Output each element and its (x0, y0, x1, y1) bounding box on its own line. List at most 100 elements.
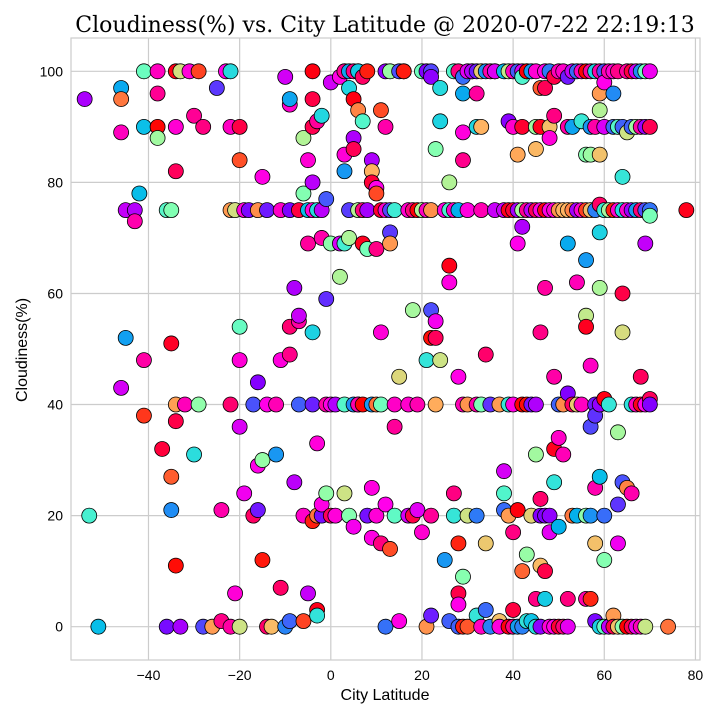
data-point (569, 274, 585, 291)
data-point (518, 546, 535, 563)
data-point (167, 557, 184, 574)
data-point (532, 324, 549, 341)
x-tick-label: 60 (596, 667, 612, 683)
data-point (336, 485, 353, 502)
data-point (596, 507, 613, 524)
data-point (473, 118, 490, 135)
data-point (254, 452, 271, 468)
x-tick-label: 0 (327, 667, 335, 683)
data-point (158, 618, 175, 635)
data-point (167, 413, 184, 430)
data-point (290, 307, 307, 324)
data-point (373, 324, 389, 341)
data-point (295, 185, 312, 202)
data-point (208, 80, 225, 96)
data-point (427, 141, 444, 157)
data-point (136, 352, 152, 369)
data-point (610, 535, 626, 552)
data-point (373, 102, 389, 119)
data-point (186, 446, 202, 463)
data-point (441, 257, 458, 274)
data-point (591, 280, 608, 296)
y-tick-labels: 0 20 40 60 80 100 (40, 63, 64, 634)
y-tick-label: 60 (47, 285, 63, 301)
data-point (167, 163, 184, 180)
data-point (277, 68, 294, 85)
data-point (578, 318, 594, 335)
x-tick-label: 80 (688, 667, 704, 683)
plot-frame (70, 37, 701, 661)
data-point (505, 602, 522, 618)
data-point (177, 396, 193, 413)
data-point (304, 396, 321, 413)
data-point (550, 429, 567, 446)
x-tick-label: 20 (414, 667, 430, 683)
data-point (295, 130, 312, 146)
data-point (327, 507, 344, 524)
data-point (263, 618, 280, 635)
data-point (455, 85, 471, 102)
data-point (455, 124, 471, 141)
data-point (345, 141, 362, 157)
data-point (537, 80, 553, 96)
data-point (455, 152, 471, 169)
data-point (591, 146, 608, 163)
data-point (427, 329, 444, 346)
data-point (637, 618, 654, 635)
data-point (167, 118, 184, 135)
data-point (441, 274, 458, 291)
data-point (423, 607, 439, 624)
data-point (432, 113, 449, 130)
data-point (605, 85, 622, 102)
data-point (309, 607, 326, 624)
data-point (473, 202, 490, 219)
data-point (272, 579, 289, 596)
data-point (386, 202, 403, 219)
data-point (578, 252, 594, 269)
data-point (423, 202, 439, 219)
data-point (582, 507, 599, 524)
data-point (354, 113, 371, 130)
data-point (459, 202, 476, 219)
x-tick-labels: −40 −20 0 20 40 60 80 (137, 667, 704, 683)
data-point (117, 329, 134, 346)
chart-title: Cloudiness(%) vs. City Latitude @ 2020-0… (75, 13, 694, 38)
data-point (377, 496, 394, 513)
data-point (368, 185, 385, 202)
data-point (623, 485, 640, 502)
data-point (190, 63, 207, 80)
data-point (582, 591, 599, 607)
data-point (537, 563, 553, 580)
data-point (163, 468, 180, 485)
data-point (528, 446, 544, 463)
data-point (528, 396, 544, 413)
data-point (445, 485, 462, 502)
data-point (286, 474, 303, 491)
data-point (136, 63, 152, 80)
data-point (281, 91, 298, 107)
data-point (418, 352, 435, 369)
data-point (505, 524, 522, 541)
data-point (318, 191, 335, 207)
data-point (541, 130, 558, 146)
data-point (332, 268, 348, 285)
data-point (509, 146, 526, 163)
data-point (377, 618, 394, 635)
data-point (131, 185, 148, 202)
data-point (76, 91, 93, 107)
data-point (514, 118, 531, 135)
data-point (546, 368, 563, 385)
data-point (300, 235, 316, 252)
data-point (450, 535, 467, 552)
data-point (477, 346, 494, 363)
data-point (496, 463, 512, 480)
data-point (268, 446, 285, 463)
data-point (172, 618, 189, 635)
data-point (468, 85, 485, 102)
data-point (660, 618, 676, 635)
data-point (587, 535, 604, 552)
y-tick-label: 40 (47, 397, 63, 413)
data-point (236, 485, 253, 502)
data-point (391, 613, 408, 630)
